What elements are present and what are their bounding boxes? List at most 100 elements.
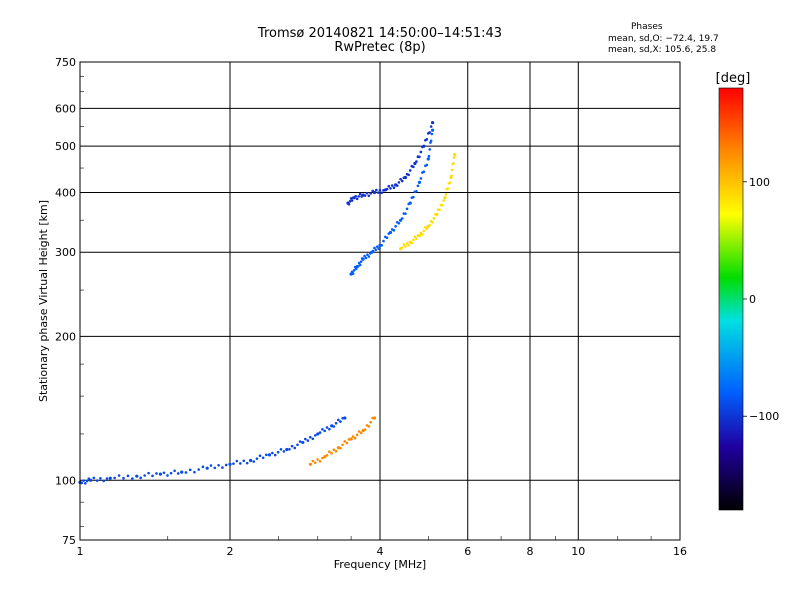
trace-point [422,144,426,148]
trace-point [356,265,360,268]
trace-point [232,462,235,465]
trace-point [354,195,357,198]
trace-point [453,153,457,157]
y-tick-label: 300 [55,246,76,259]
trace-point [188,468,192,472]
trace-point [339,446,342,450]
trace-point [311,459,315,463]
x-axis-label: Frequency [MHz] [334,558,426,571]
trace-point [348,200,352,203]
trace-point [85,479,89,483]
trace-point [357,430,361,433]
trace-point [400,246,404,249]
trace-point [375,188,378,192]
trace-point [169,471,173,475]
trace-point [394,225,397,228]
trace-point [184,471,188,474]
x-tick-label: 1 [77,545,84,558]
trace-point [347,202,351,206]
chart-title: Tromsø 20140821 14:50:00–14:51:43 [257,26,503,41]
trace-point [382,239,385,243]
colorbar-tick-label: 0 [749,293,756,306]
trace-point [252,460,256,463]
trace-point [285,447,289,452]
trace-point [429,139,433,143]
trace-point [452,156,456,159]
trace-point [426,157,430,161]
trace-point [343,416,347,420]
trace-point [193,470,196,474]
trace-point [369,192,373,195]
trace-point [371,249,375,253]
trace-point [425,227,429,231]
colorbar-tick-label: −100 [749,410,779,423]
y-tick-label: 400 [55,186,76,199]
trace-point [419,150,423,154]
trace-point [108,476,112,480]
trace-point [430,128,435,132]
trace-point [306,439,310,442]
trace-point [430,132,434,136]
trace-point [151,474,154,478]
trace-point [273,453,277,457]
trace-point [139,476,143,480]
trace-point [358,192,362,196]
trace-point [405,242,409,245]
grid [80,62,680,540]
trace-point [366,253,369,257]
trace-point [180,470,184,474]
trace-point [325,453,329,457]
plot-frame [79,61,681,541]
trace-point [334,421,338,425]
x-tick-label: 4 [377,545,384,558]
trace-point [117,474,121,477]
trace-point [404,212,407,215]
trace-point [197,468,201,471]
trace-point [440,203,444,207]
trace-point [173,469,176,473]
trace-point [450,168,454,172]
trace-point [388,230,393,235]
trace-point [308,462,313,466]
trace-point [323,455,327,459]
trace-point [438,208,441,212]
trace-point [359,431,363,435]
trace-point [355,197,359,201]
trace-point [363,194,367,197]
trace-point [431,220,434,224]
trace-point [201,465,205,469]
trace-point [412,195,415,199]
trace-point [290,444,294,448]
trace-point [403,175,408,180]
trace-point [419,177,423,180]
trace-point [318,459,322,463]
trace-point [261,456,265,460]
trace-point [349,197,353,200]
trace-point [377,247,380,250]
trace-point [209,464,213,467]
trace-point [446,187,450,190]
trace-point [428,148,432,151]
trace-point [378,188,382,192]
trace-point [296,443,299,447]
y-tick-label: 100 [55,474,76,487]
trace-point [435,212,439,216]
y-tick-label: 75 [62,534,76,547]
trace-point [407,173,410,177]
y-axis-label: Stationary phase Virtual Height [km] [37,200,50,402]
trace-point [412,238,415,242]
trace-point [367,194,371,198]
trace-point [316,458,319,461]
trace-point [255,457,259,460]
trace-point [334,449,338,453]
trace-point [387,184,391,188]
trace-point [443,196,447,200]
trace-point [373,246,376,250]
trace-point [301,440,305,445]
trace-point [397,221,401,225]
trace-point [328,427,331,431]
trace-point [392,186,396,189]
trace-point [395,184,399,187]
trace-point [88,478,93,482]
